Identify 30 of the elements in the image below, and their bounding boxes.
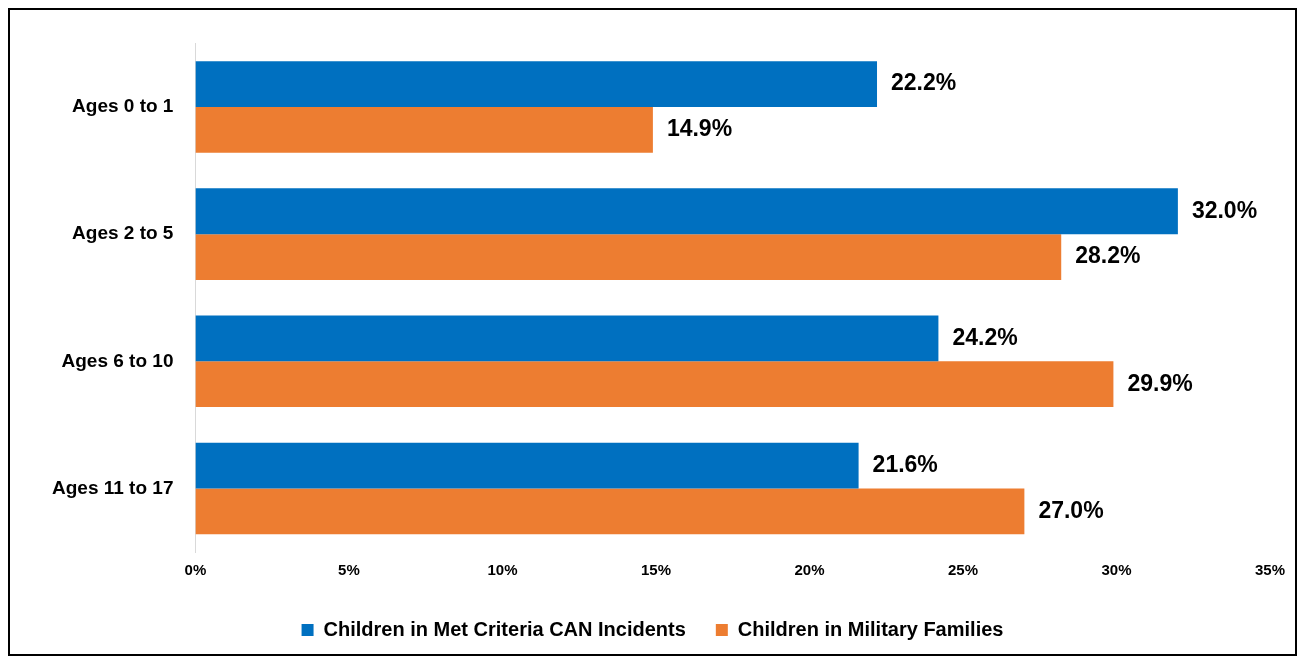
y-tick-label: Ages 11 to 17	[52, 476, 174, 498]
x-tick-label: 10%	[487, 561, 518, 579]
x-tick-label: 20%	[794, 561, 825, 579]
data-label: 21.6%	[872, 450, 938, 477]
bar	[195, 106, 653, 153]
y-tick-label: Ages 2 to 5	[72, 222, 174, 244]
x-tick-label: 30%	[1101, 561, 1132, 579]
bar	[195, 361, 1114, 408]
x-tick-label: 35%	[1254, 561, 1285, 579]
bar	[195, 488, 1025, 535]
data-label: 22.2%	[891, 69, 957, 96]
bar	[195, 61, 878, 107]
legend-label: Children in Military Families	[737, 617, 1004, 640]
bar	[195, 188, 1178, 235]
data-label: 14.9%	[666, 115, 733, 142]
data-label: 27.0%	[1038, 496, 1104, 523]
x-tick-label: 15%	[640, 561, 671, 579]
y-tick-label: Ages 6 to 10	[61, 349, 174, 371]
data-label: 24.2%	[952, 323, 1018, 350]
bar	[195, 315, 939, 362]
data-label: 29.9%	[1127, 369, 1193, 396]
bar	[195, 234, 1062, 280]
data-label: 32.0%	[1191, 196, 1258, 223]
data-label: 28.2%	[1075, 242, 1141, 269]
y-tick-label: Ages 0 to 1	[72, 95, 174, 117]
x-tick-label: 5%	[338, 561, 360, 579]
bar	[195, 442, 859, 489]
x-tick-label: 0%	[184, 561, 207, 579]
legend-label: Children in Met Criteria CAN Incidents	[323, 617, 686, 640]
x-tick-label: 25%	[947, 561, 978, 579]
